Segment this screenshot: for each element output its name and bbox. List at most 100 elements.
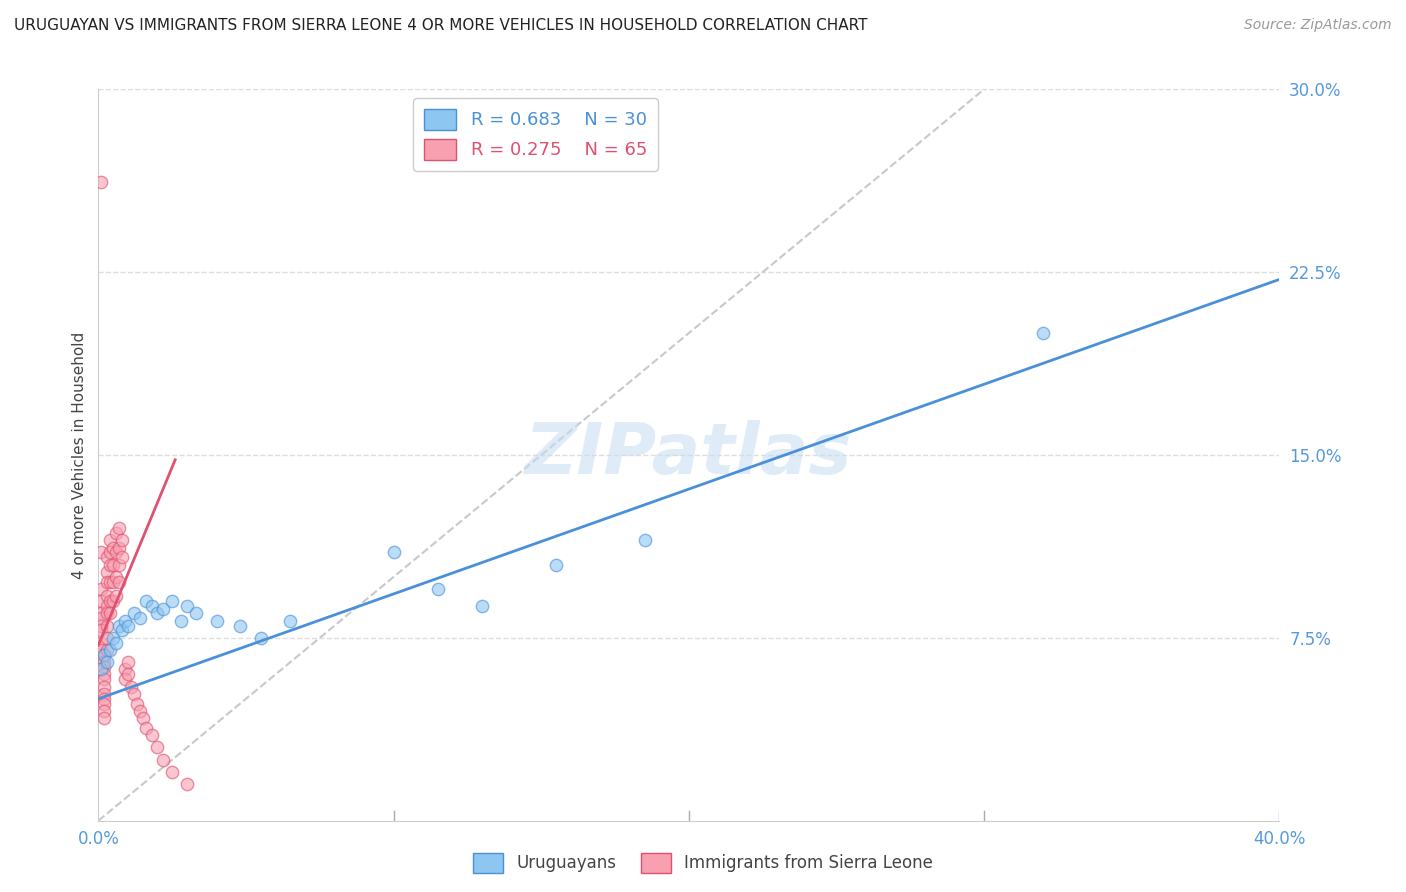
Point <box>96 655 118 669</box>
Point <box>122 607 145 621</box>
Point <box>103 594 125 608</box>
Point <box>93 697 115 711</box>
Point <box>98 607 121 621</box>
Point <box>103 574 125 589</box>
Point <box>90 611 112 625</box>
Point <box>105 635 128 649</box>
Point <box>108 541 131 555</box>
Point <box>114 672 136 686</box>
Point <box>93 704 115 718</box>
Text: Source: ZipAtlas.com: Source: ZipAtlas.com <box>1244 18 1392 32</box>
Point <box>122 687 145 701</box>
Point <box>96 631 118 645</box>
Legend: Uruguayans, Immigrants from Sierra Leone: Uruguayans, Immigrants from Sierra Leone <box>465 847 941 880</box>
Point <box>98 558 121 572</box>
Point <box>90 607 112 621</box>
Point <box>117 655 139 669</box>
Point <box>111 550 134 565</box>
Point <box>128 704 150 718</box>
Point <box>176 777 198 791</box>
Point <box>250 631 273 645</box>
Legend: R = 0.683    N = 30, R = 0.275    N = 65: R = 0.683 N = 30, R = 0.275 N = 65 <box>413 98 658 170</box>
Point <box>103 541 125 555</box>
Point <box>162 594 183 608</box>
Point <box>471 599 494 613</box>
Point <box>96 599 118 613</box>
Point <box>90 643 112 657</box>
Point <box>108 574 131 589</box>
Point <box>135 721 157 735</box>
Point <box>90 663 112 677</box>
Point <box>90 618 112 632</box>
Point <box>108 558 131 572</box>
Point <box>96 550 118 565</box>
Point <box>125 697 148 711</box>
Point <box>103 558 125 572</box>
Point <box>96 565 118 579</box>
Point <box>152 601 174 615</box>
Point <box>184 607 207 621</box>
Point <box>120 680 142 694</box>
Point <box>146 607 169 621</box>
Point <box>205 614 228 628</box>
Point <box>93 687 115 701</box>
Point <box>135 594 157 608</box>
Point <box>114 663 136 677</box>
Point <box>96 643 118 657</box>
Point <box>93 680 115 694</box>
Point <box>96 618 118 632</box>
Point <box>278 614 302 628</box>
Point <box>98 594 121 608</box>
Point <box>105 590 128 604</box>
Point <box>93 660 115 674</box>
Point <box>146 740 169 755</box>
Point <box>90 175 112 189</box>
Point <box>546 558 568 572</box>
Point <box>105 570 128 584</box>
Point <box>141 599 163 613</box>
Point <box>132 711 155 725</box>
Point <box>93 672 115 686</box>
Point <box>93 648 115 662</box>
Point <box>90 582 112 596</box>
Point <box>98 533 121 548</box>
Text: ZIPatlas: ZIPatlas <box>526 420 852 490</box>
Point <box>152 753 174 767</box>
Point <box>96 590 118 604</box>
Point <box>382 545 405 559</box>
Point <box>229 618 252 632</box>
Point <box>93 655 115 669</box>
Point <box>105 545 128 559</box>
Point <box>111 533 134 548</box>
Point <box>93 648 115 662</box>
Point <box>170 614 193 628</box>
Point <box>105 525 128 540</box>
Point <box>103 631 125 645</box>
Point <box>111 624 134 638</box>
Point <box>96 607 118 621</box>
Point <box>633 533 655 548</box>
Text: URUGUAYAN VS IMMIGRANTS FROM SIERRA LEONE 4 OR MORE VEHICLES IN HOUSEHOLD CORREL: URUGUAYAN VS IMMIGRANTS FROM SIERRA LEON… <box>14 18 868 33</box>
Point <box>98 574 121 589</box>
Point <box>98 643 121 657</box>
Point <box>93 711 115 725</box>
Point <box>96 574 118 589</box>
Point <box>117 618 139 632</box>
Point <box>93 691 115 706</box>
Y-axis label: 4 or more Vehicles in Household: 4 or more Vehicles in Household <box>72 331 87 579</box>
Point <box>427 582 450 596</box>
Point <box>128 611 150 625</box>
Point <box>114 614 136 628</box>
Point <box>90 624 112 638</box>
Point <box>108 618 131 632</box>
Point <box>117 667 139 681</box>
Point <box>141 728 163 742</box>
Point <box>90 635 112 649</box>
Point <box>108 521 131 535</box>
Point <box>93 667 115 681</box>
Point <box>90 594 112 608</box>
Point <box>98 545 121 559</box>
Point <box>1032 326 1054 340</box>
Point <box>90 545 112 559</box>
Point <box>176 599 198 613</box>
